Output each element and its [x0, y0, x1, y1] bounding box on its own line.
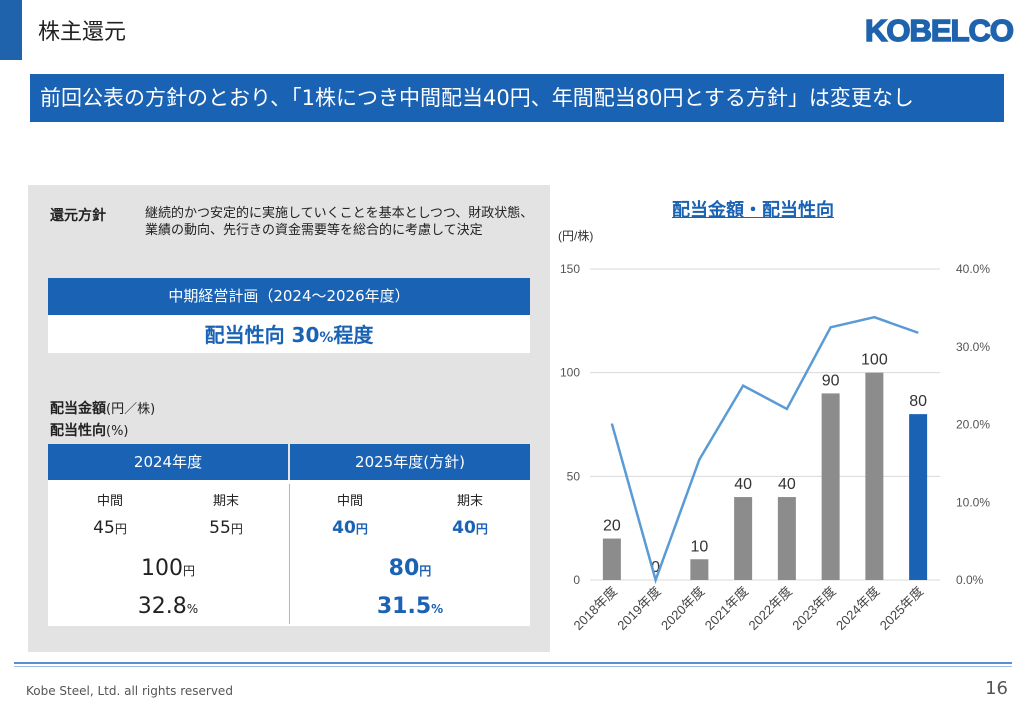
dividend-amount-text: 配当金額 [50, 401, 106, 417]
fy2025-payout-value: 31.5% [350, 594, 470, 619]
chart-y2-tick-label: 10.0% [956, 495, 990, 509]
chart-data-label: 40 [734, 476, 752, 493]
chart-x-tick-label: 2023年度 [789, 584, 838, 633]
policy-label: 還元方針 [50, 208, 106, 224]
fy2024-interim-number: 45 [93, 518, 115, 538]
fy2025-total-number: 80 [388, 556, 420, 581]
chart-y-tick-label: 0 [573, 573, 580, 587]
chart-bar [602, 538, 621, 580]
fy2025-payout-number: 31.5 [376, 594, 432, 619]
chart-payout-line [610, 315, 919, 585]
yen-unit: 円 [114, 522, 127, 536]
percent-unit: % [186, 602, 199, 616]
plan-target-main: 配当性向 30 [204, 323, 320, 347]
chart-data-label: 90 [822, 372, 840, 389]
chart-title: 配当金額・配当性向 [672, 200, 834, 221]
page-title: 株主還元 [38, 20, 127, 45]
chart-y2-tick-label: 30.0% [956, 340, 990, 354]
yen-unit: 円 [419, 564, 432, 578]
fy2025-interim-value: 40円 [310, 518, 390, 538]
chart-y2-tick-label: 0.0% [956, 573, 984, 587]
title-accent-bar [0, 0, 22, 60]
chart-data-label: 40 [778, 476, 796, 493]
yen-unit: 円 [182, 564, 195, 578]
yen-unit: 円 [475, 522, 488, 536]
chart-y-tick-label: 100 [560, 366, 580, 380]
chart-bar [865, 372, 884, 580]
fy2025-column-header: 2025年度(方針) [290, 444, 530, 480]
page-number: 16 [985, 678, 1008, 699]
chart-x-tick-label: 2019年度 [614, 584, 663, 633]
chart-y2-tick-label: 20.0% [956, 418, 990, 432]
dividend-amount-label: 配当金額(円／株) [50, 398, 155, 418]
fy2025-year-end-number: 40 [452, 518, 476, 538]
chart-bar [777, 497, 796, 580]
fy2025-year-end-value: 40円 [430, 518, 510, 538]
policy-text: 継続的かつ安定的に実施していくことを基本としつつ、財政状態、業績の動向、先行きの… [145, 206, 534, 238]
chart-data-label: 10 [690, 538, 708, 555]
chart-x-tick-label: 2022年度 [746, 584, 795, 633]
chart-payout-point [698, 458, 700, 460]
fy2024-interim-value: 45円 [70, 518, 150, 538]
midterm-plan-target: 配当性向 30%程度 [48, 315, 530, 353]
payout-ratio-text: 配当性向 [50, 423, 106, 439]
chart-x-tick-label: 2025年度 [877, 584, 926, 633]
table-divider [289, 484, 290, 624]
chart-y-unit-label: (円/株) [558, 228, 593, 243]
chart-x-tick-label: 2021年度 [702, 584, 751, 633]
fy2025-interim-number: 40 [332, 518, 356, 538]
chart-bar [734, 497, 753, 580]
chart-bar [690, 559, 709, 580]
chart-y-tick-label: 50 [567, 469, 581, 483]
fy2025-interim-label: 中間 [336, 494, 363, 509]
fy2024-total-number: 100 [140, 556, 183, 581]
fy2025-year-end-label: 期末 [456, 494, 483, 509]
chart-payout-point [611, 423, 613, 425]
fy2024-payout-number: 32.8 [137, 594, 187, 619]
yen-unit: 円 [355, 522, 368, 536]
chart-data-label: 100 [861, 352, 888, 369]
fy2024-total-value: 100円 [108, 556, 228, 581]
fy2024-year-end-label: 期末 [212, 494, 239, 509]
chart-data-label: 0 [651, 559, 660, 576]
chart-payout-point [655, 579, 657, 581]
chart-data-label: 80 [909, 393, 927, 410]
fy2024-year-end-value: 55円 [186, 518, 266, 538]
dividend-chart: (円/株)0501001500.0%10.0%20.0%30.0%40.0%20… [558, 228, 990, 633]
chart-payout-point [873, 316, 875, 318]
payout-ratio-label: 配当性向(%) [50, 420, 129, 440]
fy2025-total-value: 80円 [350, 556, 470, 581]
dividend-amount-unit: (円／株) [106, 402, 156, 417]
chart-bar [821, 393, 840, 580]
footer-rule-thin [14, 666, 1012, 667]
chart-data-label: 20 [603, 518, 621, 535]
policy-banner: 前回公表の方針のとおり、「1株につき中間配当40円、年間配当80円とする方針」は… [30, 74, 1004, 122]
fy2024-year-end-number: 55 [209, 518, 231, 538]
fy2024-column-header: 2024年度 [48, 444, 288, 480]
chart-bar [909, 414, 928, 580]
chart-payout-point [742, 385, 744, 387]
percent-unit: % [431, 602, 444, 616]
chart-payout-point [830, 326, 832, 328]
chart-payout-point [786, 408, 788, 410]
kobelco-logo: KOBELCO [864, 12, 1014, 48]
chart-x-tick-label: 2018年度 [571, 584, 620, 633]
fy2024-interim-label: 中間 [96, 494, 123, 509]
payout-ratio-unit: (%) [106, 424, 129, 439]
plan-target-tail: 程度 [333, 323, 374, 347]
chart-x-tick-label: 2020年度 [658, 584, 707, 633]
svg-text:KOBELCO: KOBELCO [865, 13, 1013, 48]
plan-target-pct: % [319, 330, 334, 346]
copyright-text: Kobe Steel, Ltd. all rights reserved [26, 684, 233, 698]
chart-payout-point [917, 332, 919, 334]
chart-y2-tick-label: 40.0% [956, 262, 990, 276]
chart-y-tick-label: 150 [560, 262, 580, 276]
fy2024-payout-value: 32.8% [108, 594, 228, 619]
chart-x-tick-label: 2024年度 [833, 584, 882, 633]
midterm-plan-header: 中期経営計画（2024～2026年度） [48, 278, 530, 315]
yen-unit: 円 [230, 522, 243, 536]
footer-rule [14, 662, 1012, 664]
